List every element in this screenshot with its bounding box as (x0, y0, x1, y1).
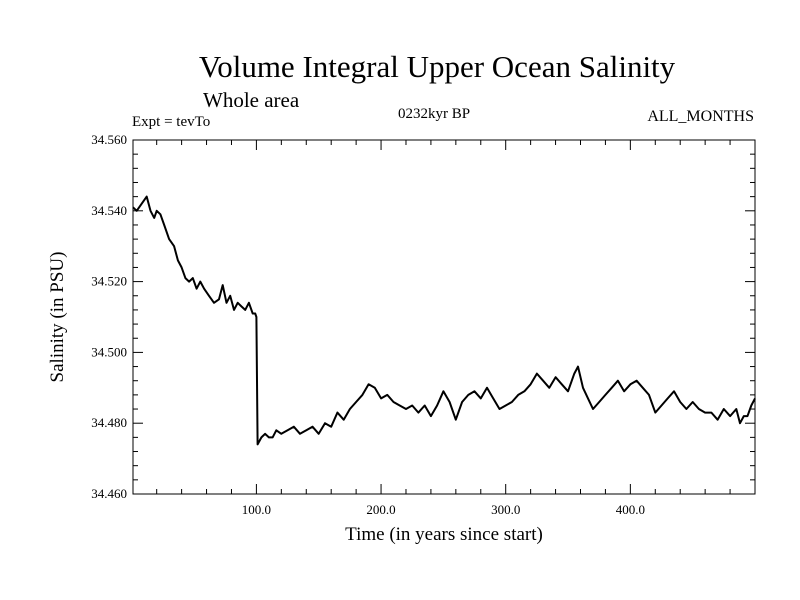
x-axis-label: Time (in years since start) (345, 524, 543, 545)
x-tick-label: 300.0 (491, 502, 520, 517)
y-tick-label: 34.500 (91, 344, 127, 359)
experiment-label: Expt = tevTo (132, 114, 211, 130)
x-tick-label: 200.0 (366, 502, 395, 517)
chart-title: Volume Integral Upper Ocean Salinity (198, 49, 676, 84)
y-tick-label: 34.460 (91, 486, 127, 501)
salinity-series-line (132, 195, 756, 446)
chart-subtitle: Whole area (203, 88, 300, 112)
months-label: ALL_MONTHS (647, 108, 754, 125)
tick-group (133, 140, 755, 494)
y-tick-label: 34.560 (91, 132, 127, 147)
tick-label-group: 100.0 200.0 300.0 400.0 34.460 34.480 34.500 34… (91, 132, 645, 517)
x-tick-label: 100.0 (242, 502, 271, 517)
period-label: 0232kyr BP (398, 106, 471, 122)
y-tick-label: 34.520 (91, 274, 127, 289)
x-tick-label: 400.0 (616, 502, 645, 517)
plot-frame (132, 139, 756, 495)
y-tick-label: 34.540 (91, 203, 127, 218)
y-axis-label: Salinity (in PSU) (47, 252, 68, 383)
y-tick-label: 34.480 (91, 415, 127, 430)
